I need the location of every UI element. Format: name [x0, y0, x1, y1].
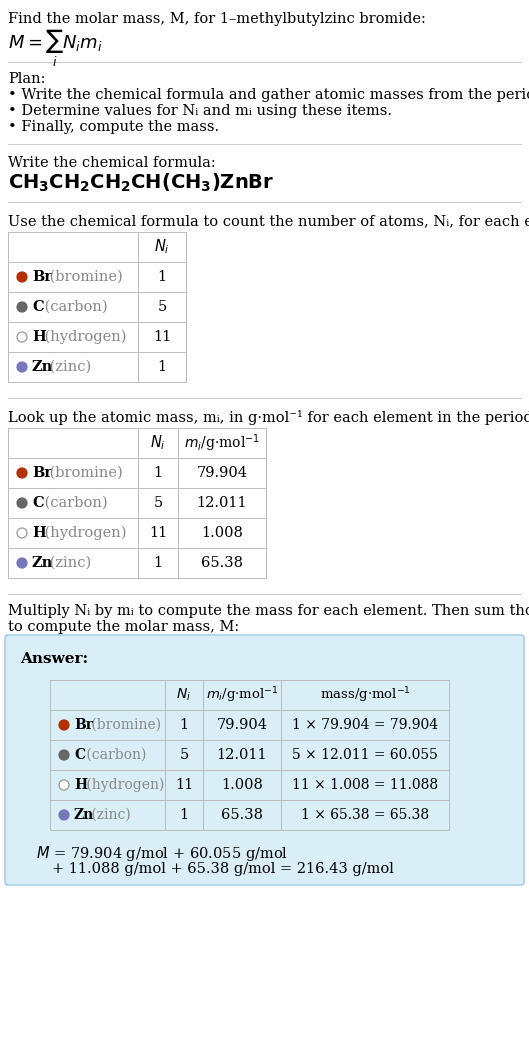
Text: 65.38: 65.38 — [201, 557, 243, 570]
FancyBboxPatch shape — [5, 635, 524, 885]
Text: (carbon): (carbon) — [40, 300, 107, 314]
Text: H: H — [32, 526, 45, 540]
Text: Use the chemical formula to count the number of atoms, Nᵢ, for each element:: Use the chemical formula to count the nu… — [8, 214, 529, 228]
Circle shape — [17, 468, 27, 479]
Text: 1 × 79.904 = 79.904: 1 × 79.904 = 79.904 — [292, 718, 438, 731]
Text: (hydrogen): (hydrogen) — [82, 778, 165, 793]
Circle shape — [17, 362, 27, 372]
Text: C: C — [74, 748, 85, 762]
Text: Write the chemical formula:: Write the chemical formula: — [8, 156, 216, 170]
Text: $M = \sum_i N_i m_i$: $M = \sum_i N_i m_i$ — [8, 28, 103, 70]
Text: (zinc): (zinc) — [87, 808, 131, 822]
Text: $m_i$/g·mol$^{-1}$: $m_i$/g·mol$^{-1}$ — [184, 432, 260, 454]
Text: 1: 1 — [153, 466, 162, 480]
Text: $N_i$: $N_i$ — [177, 687, 191, 703]
Text: 1: 1 — [179, 808, 188, 822]
Text: + 11.088 g/mol + 65.38 g/mol = 216.43 g/mol: + 11.088 g/mol + 65.38 g/mol = 216.43 g/… — [52, 862, 394, 876]
Circle shape — [17, 528, 27, 538]
Text: • Write the chemical formula and gather atomic masses from the periodic table.: • Write the chemical formula and gather … — [8, 87, 529, 102]
Text: (hydrogen): (hydrogen) — [40, 330, 126, 345]
Text: 79.904: 79.904 — [216, 718, 268, 731]
Text: Find the molar mass, M, for 1–methylbutylzinc bromide:: Find the molar mass, M, for 1–methylbuty… — [8, 12, 426, 26]
Text: (hydrogen): (hydrogen) — [40, 526, 126, 541]
Text: 11: 11 — [149, 526, 167, 540]
Text: 1 × 65.38 = 65.38: 1 × 65.38 = 65.38 — [301, 808, 429, 822]
Text: • Determine values for Nᵢ and mᵢ using these items.: • Determine values for Nᵢ and mᵢ using t… — [8, 104, 392, 118]
Text: $N_i$: $N_i$ — [154, 237, 170, 256]
Text: 11 × 1.008 = 11.088: 11 × 1.008 = 11.088 — [292, 778, 438, 792]
Circle shape — [17, 272, 27, 282]
Text: Zn: Zn — [74, 808, 94, 822]
Circle shape — [17, 332, 27, 341]
Text: Answer:: Answer: — [20, 652, 88, 666]
Text: 5: 5 — [153, 496, 162, 510]
Circle shape — [17, 558, 27, 568]
Text: Br: Br — [74, 718, 93, 731]
Text: 11: 11 — [175, 778, 193, 792]
Circle shape — [59, 811, 69, 820]
Text: (bromine): (bromine) — [45, 270, 123, 284]
Text: $N_i$: $N_i$ — [150, 433, 166, 452]
Text: Zn: Zn — [32, 360, 53, 374]
Circle shape — [17, 302, 27, 312]
Text: • Finally, compute the mass.: • Finally, compute the mass. — [8, 120, 219, 134]
Text: Look up the atomic mass, mᵢ, in g·mol⁻¹ for each element in the periodic table:: Look up the atomic mass, mᵢ, in g·mol⁻¹ … — [8, 410, 529, 425]
Text: 12.011: 12.011 — [217, 748, 267, 762]
Text: H: H — [32, 330, 45, 344]
Text: $M$ = 79.904 g/mol + 60.055 g/mol: $M$ = 79.904 g/mol + 60.055 g/mol — [36, 844, 288, 863]
Text: (bromine): (bromine) — [87, 718, 161, 731]
Text: 65.38: 65.38 — [221, 808, 263, 822]
Text: Multiply Nᵢ by mᵢ to compute the mass for each element. Then sum those values
to: Multiply Nᵢ by mᵢ to compute the mass fo… — [8, 604, 529, 635]
Text: 1: 1 — [158, 360, 167, 374]
Text: (bromine): (bromine) — [45, 466, 123, 480]
Text: Plan:: Plan: — [8, 72, 45, 86]
Text: 5 × 12.011 = 60.055: 5 × 12.011 = 60.055 — [292, 748, 438, 762]
Circle shape — [59, 720, 69, 730]
Text: Br: Br — [32, 270, 52, 284]
Text: $m_i$/g·mol$^{-1}$: $m_i$/g·mol$^{-1}$ — [206, 685, 278, 705]
Circle shape — [17, 497, 27, 508]
Text: (carbon): (carbon) — [82, 748, 147, 762]
Text: 1: 1 — [158, 270, 167, 284]
Circle shape — [59, 750, 69, 760]
Text: 12.011: 12.011 — [197, 496, 248, 510]
Text: Zn: Zn — [32, 557, 53, 570]
Text: 1.008: 1.008 — [201, 526, 243, 540]
Text: (carbon): (carbon) — [40, 496, 107, 510]
Text: 79.904: 79.904 — [196, 466, 248, 480]
Text: C: C — [32, 300, 43, 314]
Text: 11: 11 — [153, 330, 171, 344]
Text: Br: Br — [32, 466, 52, 480]
Text: H: H — [74, 778, 87, 792]
Text: (zinc): (zinc) — [45, 360, 91, 374]
Text: 1: 1 — [179, 718, 188, 731]
Text: C: C — [32, 496, 43, 510]
Text: $\mathbf{CH_3CH_2CH_2CH(CH_3)ZnBr}$: $\mathbf{CH_3CH_2CH_2CH(CH_3)ZnBr}$ — [8, 172, 275, 194]
Text: mass/g·mol$^{-1}$: mass/g·mol$^{-1}$ — [320, 685, 411, 705]
Text: 5: 5 — [179, 748, 189, 762]
Text: 5: 5 — [157, 300, 167, 314]
Text: 1: 1 — [153, 557, 162, 570]
Circle shape — [59, 780, 69, 790]
Text: 1.008: 1.008 — [221, 778, 263, 792]
Text: (zinc): (zinc) — [45, 557, 91, 570]
